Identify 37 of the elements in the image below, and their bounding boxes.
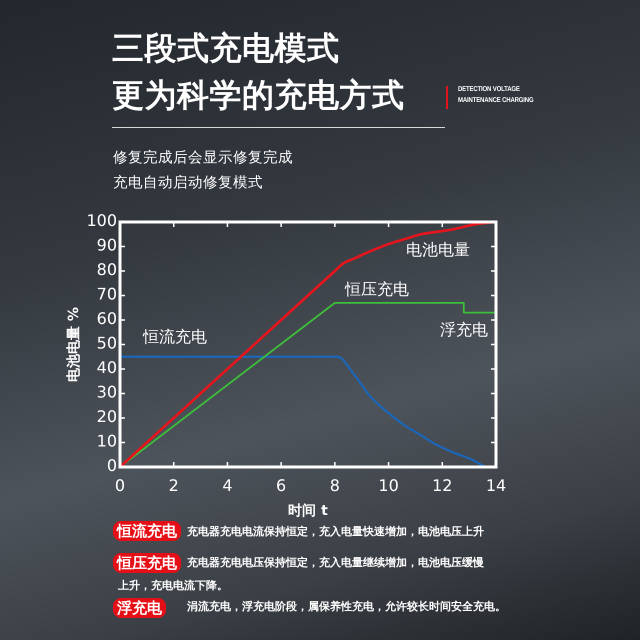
annotation: 浮充电 [440, 320, 488, 339]
x-axis-title: 时间 t [288, 503, 328, 520]
y-tick-label: 50 [96, 334, 117, 353]
y-tick-label: 70 [96, 284, 117, 304]
text: 浮充电 [113, 598, 166, 618]
y-tick-label: 60 [96, 309, 117, 328]
series-label: 恒压充电 [344, 279, 410, 298]
x-tick-label: 8 [330, 476, 340, 495]
x-tick-label: 10 [378, 476, 399, 495]
y-tick-label: 90 [96, 236, 117, 255]
text: 充电器充电电流保持恒定，充入电量快速增加，电池电压上升 [187, 524, 484, 540]
text: 充电器充电电压保持恒定，充入电量继续增加，电池电压缓慢 [187, 555, 484, 571]
series-label: 电池电量 [406, 240, 470, 260]
chart-title: 三段式充电模式 [112, 28, 340, 68]
x-tick-label: 2 [168, 476, 179, 495]
x-tick-label: 14 [486, 476, 506, 495]
text: 涓流充电，浮充电阶段，属保养性充电，允许较长时间安全充电。 [187, 599, 506, 615]
text: 恒压充电 [113, 553, 181, 573]
y-tick-label: 80 [96, 260, 117, 280]
x-tick-label: 6 [276, 476, 286, 495]
x-tick-label: 12 [432, 476, 452, 495]
y-tick-label: 0 [106, 456, 117, 476]
series-label: 恒流充电 [142, 327, 207, 346]
y-tick-label: 100 [86, 211, 117, 230]
y-tick-label: 40 [96, 358, 117, 378]
text: 充电自动启动修复模式 [113, 174, 263, 193]
y-tick-label: 30 [96, 382, 117, 402]
line-series [120, 222, 496, 467]
text: 上升，充电电流下降。 [118, 578, 228, 594]
x-tick-label: 4 [222, 476, 233, 495]
line-series [120, 356, 486, 467]
y-tick-label: 10 [96, 432, 117, 451]
text: 恒流充电 [113, 521, 181, 541]
y-tick-label: 20 [96, 407, 117, 426]
text: 修复完成后会显示修复完成 [113, 148, 293, 168]
chart-subtitle: 更为科学的充电方式 [112, 75, 404, 115]
y-axis-title: 电池电量 % [66, 307, 82, 382]
